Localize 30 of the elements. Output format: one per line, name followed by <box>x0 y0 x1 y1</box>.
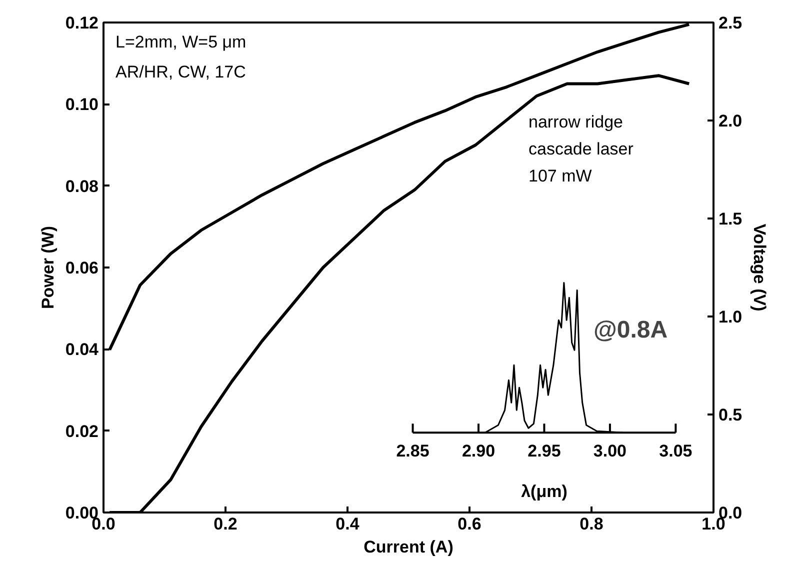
x-tick-label: 0.2 <box>214 514 238 534</box>
annotation: AR/HR, CW, 17C <box>116 62 246 82</box>
annotation: cascade laser <box>528 140 634 158</box>
y-axis-title: Power (W) <box>38 226 58 310</box>
x-tick-label: 3.00 <box>593 442 627 461</box>
y2-axis-title: Voltage (V) <box>750 224 770 312</box>
x-tick-label: 3.05 <box>659 442 692 461</box>
y-tick-label: 0.10 <box>65 95 99 114</box>
x-tick-label: 2.95 <box>528 442 561 461</box>
x-tick-label: 2.90 <box>462 442 496 461</box>
y-tick-label: 0.02 <box>65 422 99 441</box>
x-tick-label: 2.85 <box>396 442 430 461</box>
y-tick-label: 0.04 <box>65 340 100 360</box>
y2-tick-label: 1.5 <box>718 210 742 228</box>
y2-tick-label: 1.0 <box>718 308 742 326</box>
y2-tick-label: 2.0 <box>718 112 742 130</box>
y-tick-label: 0.06 <box>65 258 99 278</box>
annotation: @0.8A <box>594 316 668 344</box>
annotation: L=2mm, W=5 μm <box>116 32 246 52</box>
y2-tick-label: 2.5 <box>718 14 742 32</box>
annotation: 107 mW <box>528 166 592 186</box>
x-axis-title: Current (A) <box>364 538 454 556</box>
x-tick-label: 0.6 <box>458 514 482 534</box>
y2-tick-label: 0.5 <box>718 406 742 424</box>
x-axis-title: λ(μm) <box>521 482 568 502</box>
annotation: narrow ridge <box>528 112 623 132</box>
y-tick-label: 0.12 <box>65 14 99 32</box>
x-tick-label: 0.4 <box>336 514 360 534</box>
y-tick-label: 0.08 <box>65 176 99 196</box>
x-tick-label: 0.8 <box>580 514 604 534</box>
